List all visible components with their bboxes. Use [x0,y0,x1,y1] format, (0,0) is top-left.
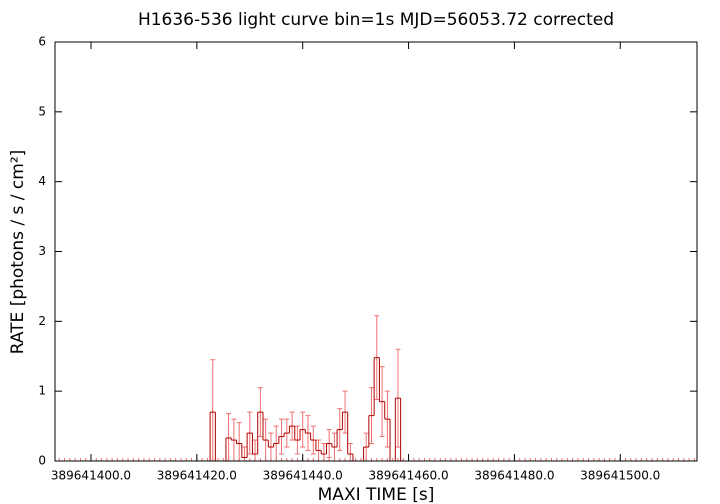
y-tick-label: 2 [38,314,46,328]
x-tick-label: 389641440.0 [263,469,343,483]
y-tick-label: 4 [38,174,46,188]
y-tick-label: 5 [38,104,46,118]
y-axis-label: RATE [photons / s / cm²] [8,150,28,355]
plot-area [56,315,697,461]
x-tick-label: 389641400.0 [51,469,131,483]
y-tick-label: 1 [38,384,46,398]
x-tick-label: 389641480.0 [474,469,554,483]
y-tick-label: 6 [38,35,46,49]
x-tick-label: 389641420.0 [157,469,237,483]
x-tick-label: 389641500.0 [580,469,660,483]
x-tick-label: 389641460.0 [368,469,448,483]
y-tick-label: 0 [38,454,46,468]
x-axis-label: MAXI TIME [s] [318,485,435,504]
plot-frame [54,41,698,462]
chart-title: H1636-536 light curve bin=1s MJD=56053.7… [138,10,614,30]
y-tick-label: 3 [38,244,46,258]
